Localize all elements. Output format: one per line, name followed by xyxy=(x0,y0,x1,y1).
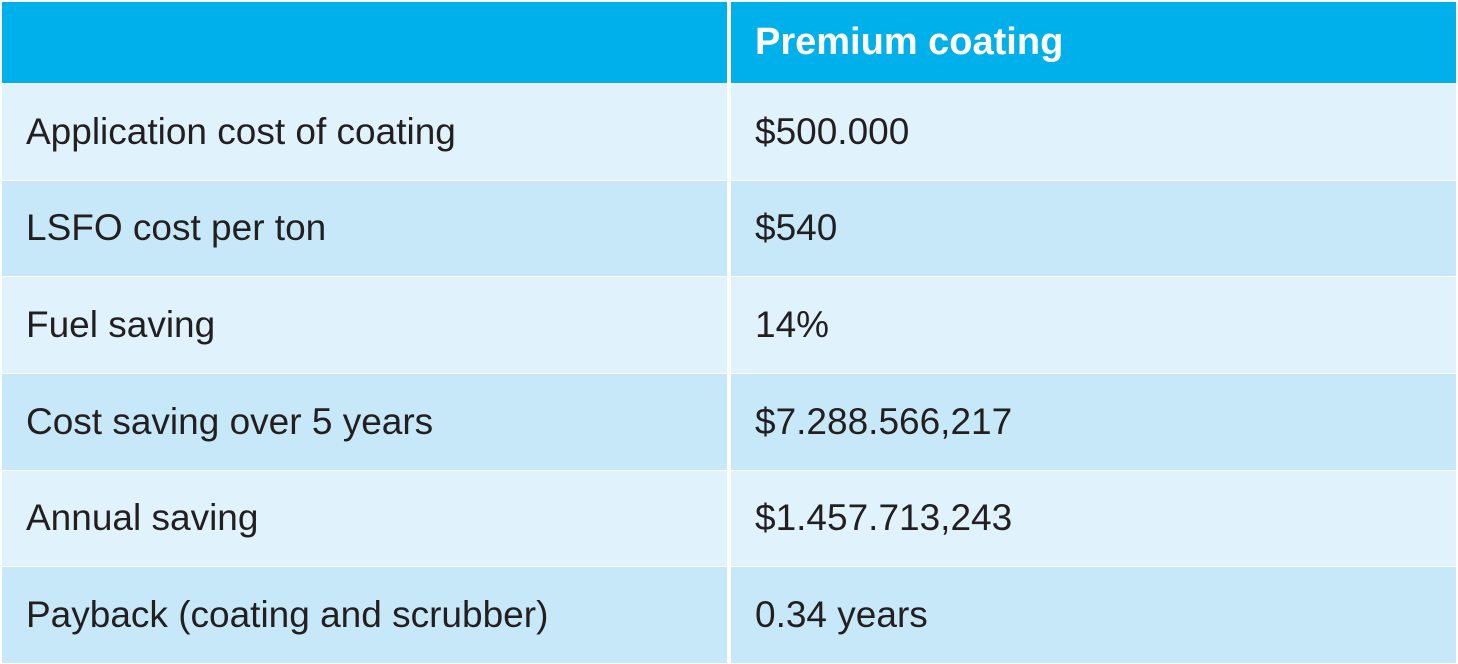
row-value: $1.457.713,243 xyxy=(731,470,1456,567)
row-value: 0.34 years xyxy=(731,567,1456,663)
row-label: Application cost of coating xyxy=(2,84,727,180)
row-value: $540 xyxy=(731,180,1456,277)
row-label: Cost saving over 5 years xyxy=(2,374,727,470)
row-value: 14% xyxy=(731,277,1456,373)
row-value: $7.288.566,217 xyxy=(731,374,1456,470)
row-label: Payback (coating and scrubber) xyxy=(2,567,727,663)
row-value: $500.000 xyxy=(731,84,1456,180)
row-label: Annual saving xyxy=(2,470,727,567)
row-label: Fuel saving xyxy=(2,277,727,373)
row-label: LSFO cost per ton xyxy=(2,180,727,277)
header-cell xyxy=(2,2,727,83)
column-header: Premium coating xyxy=(731,2,1456,83)
